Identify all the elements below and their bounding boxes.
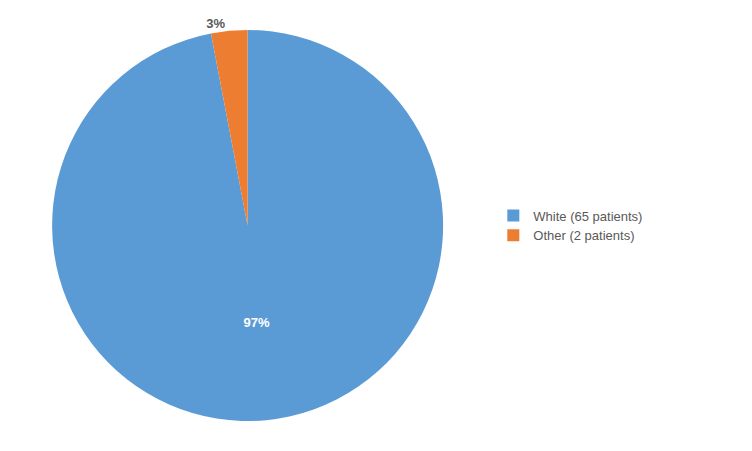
svg-text:White (65 patients): White (65 patients) <box>533 209 642 224</box>
svg-text:97%: 97% <box>244 315 270 330</box>
svg-text:Other (2 patients): Other (2 patients) <box>533 228 634 243</box>
svg-text:3%: 3% <box>206 16 225 31</box>
